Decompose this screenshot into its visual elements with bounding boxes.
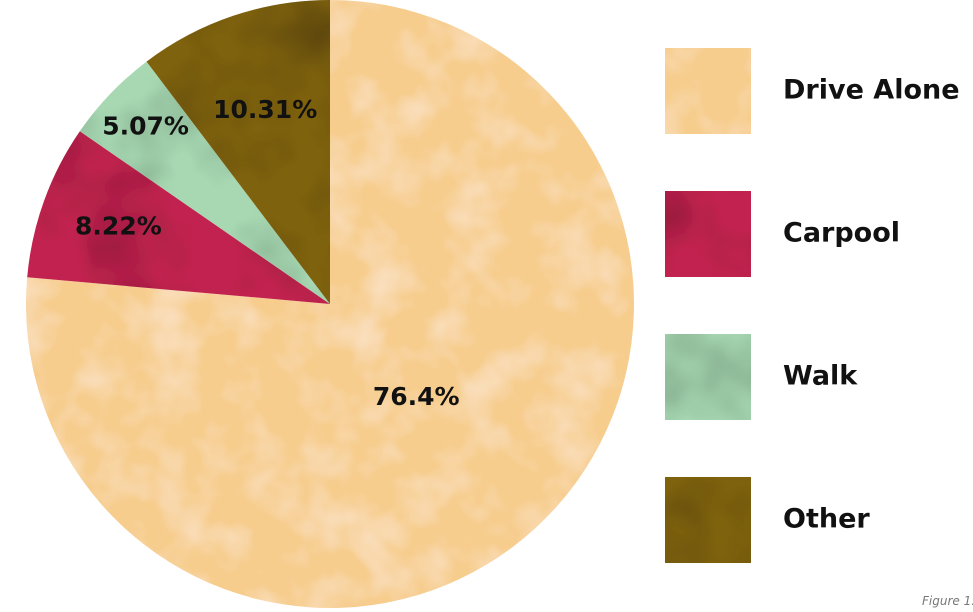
pie-slices — [26, 0, 635, 608]
slice-value-label: 10.31% — [213, 95, 317, 124]
legend-label: Drive Alone — [783, 75, 960, 106]
figure-caption: Figure 1.11 — [922, 594, 973, 608]
legend-swatch-walk — [665, 334, 751, 420]
pie-slice-other — [146, 0, 330, 304]
legend-label: Carpool — [783, 218, 900, 249]
pie-slice-carpool — [27, 131, 331, 304]
slice-value-label: 76.4% — [373, 382, 460, 411]
slice-value-label: 8.22% — [75, 212, 162, 241]
legend: Drive Alone Carpool Walk Other — [665, 48, 960, 563]
slice-value-label: 5.07% — [102, 111, 189, 140]
pie-slice-labels: 76.4% 8.22% 5.07% 10.31% — [75, 95, 460, 411]
pie-slice-drive-alone — [26, 0, 635, 608]
legend-swatch-other — [665, 477, 751, 563]
pie-slice-walk — [79, 61, 330, 305]
legend-label: Walk — [783, 361, 858, 392]
legend-swatch-carpool — [665, 191, 751, 277]
legend-swatch-drive-alone — [665, 48, 751, 134]
legend-label: Other — [783, 504, 870, 535]
